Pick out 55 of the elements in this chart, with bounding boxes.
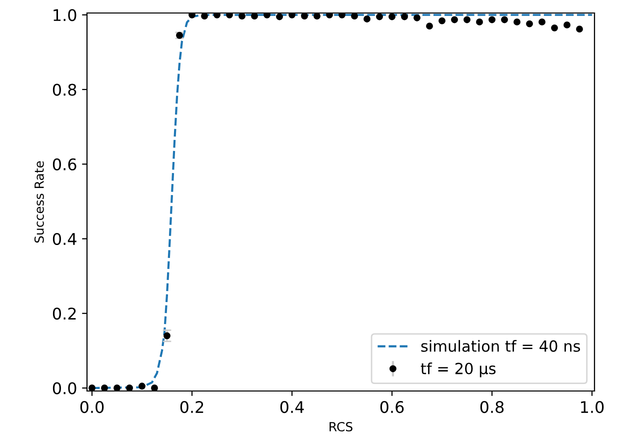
point: [264, 13, 270, 18]
point: [526, 20, 533, 28]
point: [276, 13, 283, 20]
y-tick-label: 0.0: [52, 382, 76, 394]
legend-label: tf = 20 µs: [420, 362, 496, 378]
legend-label: simulation tf = 40 ns: [421, 340, 580, 352]
y-axis-title: Success Rate: [34, 161, 44, 243]
point: [126, 384, 133, 391]
point: [164, 332, 170, 340]
point: [114, 384, 120, 391]
point: [438, 17, 446, 24]
y-tick-label: 1.0: [54, 9, 76, 22]
point: [376, 13, 383, 20]
point: [326, 13, 333, 18]
point: [151, 384, 158, 391]
y-tick-label: 0.8: [52, 84, 76, 96]
point: [101, 384, 108, 391]
point: [576, 26, 583, 33]
point: [388, 13, 396, 20]
point: [188, 13, 196, 18]
point: [351, 13, 358, 20]
point: [364, 16, 370, 22]
point: [288, 13, 296, 18]
point: [401, 13, 408, 20]
point: [538, 18, 546, 26]
x-tick-label: 0.8: [480, 401, 504, 414]
point: [426, 22, 433, 30]
y-tick-label: 0.6: [52, 158, 76, 170]
y-tick-label: 0.2: [52, 308, 76, 320]
point: [514, 18, 520, 26]
point: [214, 13, 220, 18]
point: [314, 13, 320, 20]
x-tick-label: 0.2: [180, 401, 204, 414]
point: [414, 14, 420, 22]
point: [238, 13, 246, 20]
point: [88, 384, 96, 391]
point: [226, 13, 233, 18]
point: [501, 16, 508, 24]
x-axis-title: RCS: [330, 422, 352, 432]
point: [451, 16, 458, 24]
point: [251, 13, 258, 20]
x-tick-label: 0.6: [380, 401, 404, 414]
point: [551, 24, 558, 32]
x-tick-label: 0.0: [80, 401, 104, 414]
point: [464, 16, 470, 24]
point: [488, 16, 496, 24]
y-tick-label: 0.4: [52, 232, 76, 246]
x-tick-label: 1.0: [581, 401, 604, 414]
point: [476, 18, 483, 26]
point: [301, 13, 308, 20]
point: [201, 13, 208, 20]
point: [564, 21, 570, 28]
point: [338, 13, 346, 18]
x-tick-label: 0.4: [280, 401, 304, 414]
point: [138, 382, 146, 390]
